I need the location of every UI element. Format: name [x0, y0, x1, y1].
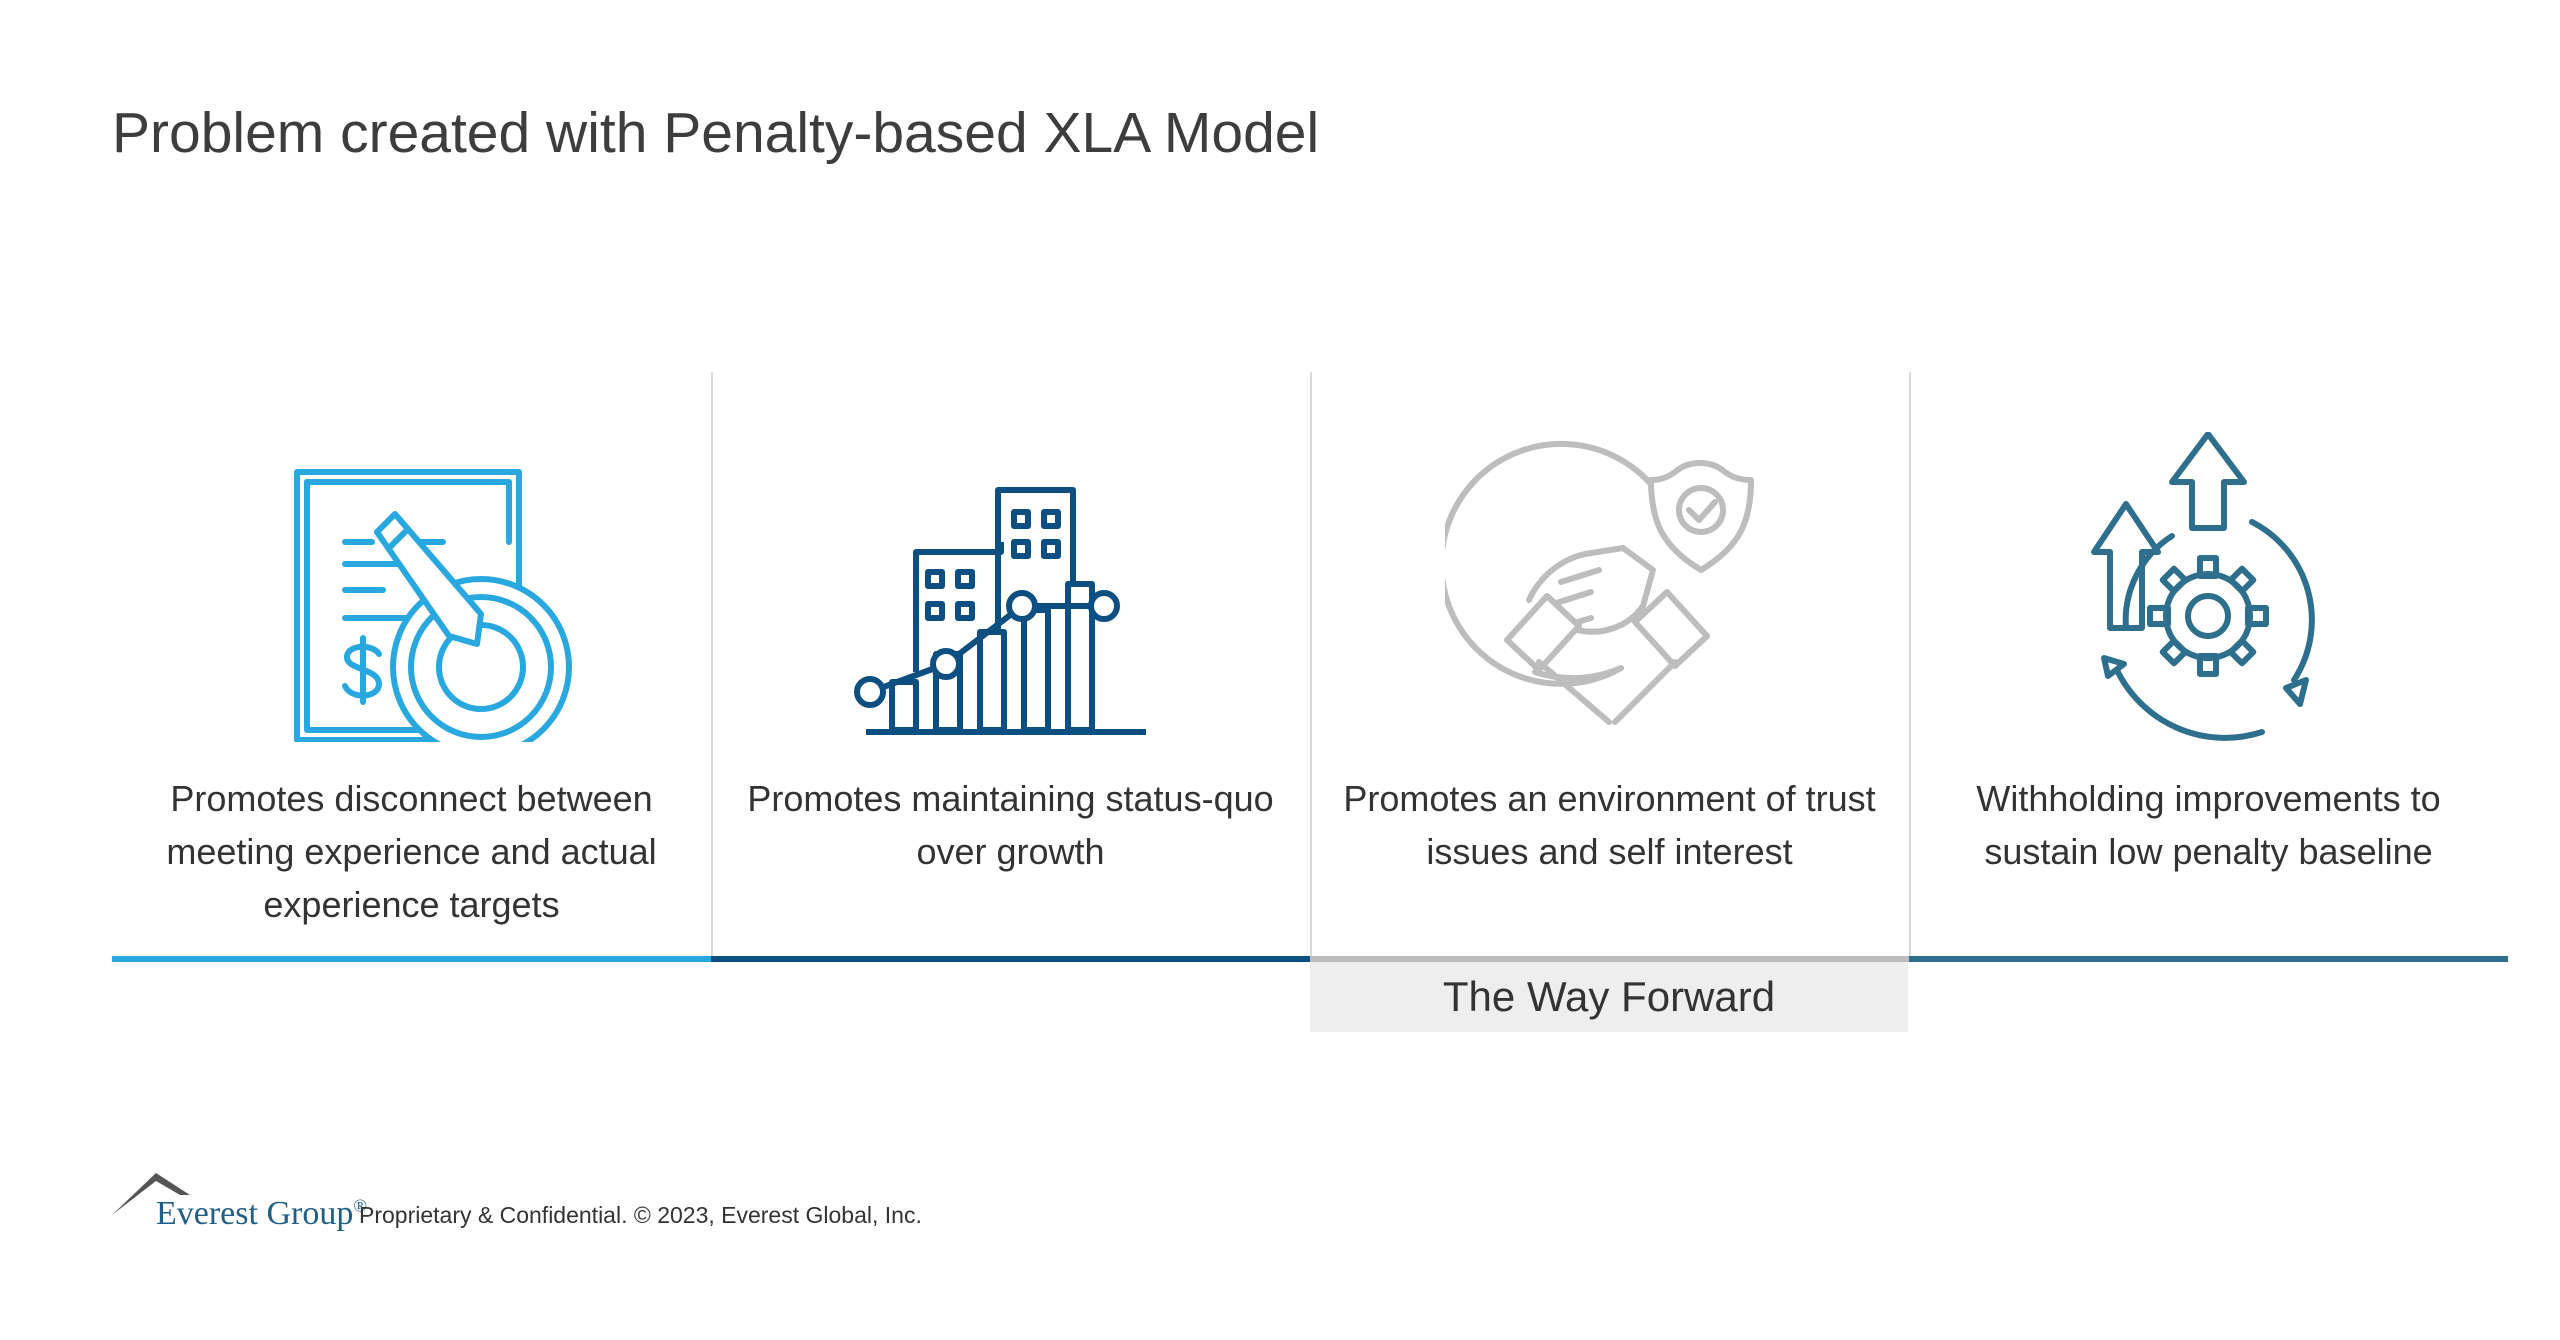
problem-card-status-quo: Promotes maintaining status-quo over gro…: [711, 372, 1310, 962]
handshake-shield-icon: [1444, 432, 1775, 742]
everest-group-logo: Everest Group®: [112, 1165, 367, 1232]
caption-disconnect: Promotes disconnect between meeting expe…: [166, 778, 657, 925]
mountain-logo-icon: [112, 1173, 190, 1215]
problem-card-trust: Promotes an environment of trust issues …: [1310, 372, 1909, 962]
column-underline: [112, 956, 711, 962]
brand-name: Everest Group®: [156, 1195, 368, 1232]
footer: Everest Group® Proprietary & Confidentia…: [112, 1165, 1112, 1232]
column-divider: [1909, 372, 1911, 958]
column-divider: [1310, 372, 1312, 958]
column-divider: [711, 372, 713, 958]
footer-copyright: Proprietary & Confidential. © 2023, Ever…: [359, 1202, 922, 1228]
page-title: Problem created with Penalty-based XLA M…: [112, 101, 1320, 165]
caption-status-quo: Promotes maintaining status-quo over gro…: [747, 778, 1274, 872]
caption-trust: Promotes an environment of trust issues …: [1343, 778, 1876, 872]
document-target-icon: [247, 432, 577, 742]
problem-card-withholding: Withholding improvements to sustain low …: [1909, 372, 2508, 962]
problem-columns: Promotes disconnect between meeting expe…: [112, 372, 2508, 962]
column-underline: [1310, 956, 1909, 962]
caption-withholding: Withholding improvements to sustain low …: [1976, 778, 2441, 872]
buildings-growth-chart-icon: [846, 432, 1176, 742]
column-underline: [1909, 956, 2508, 962]
way-forward-button[interactable]: The Way Forward: [1310, 962, 1908, 1032]
column-underline: [711, 956, 1310, 962]
gear-arrows-icon: [2044, 432, 2374, 742]
problem-card-disconnect: Promotes disconnect between meeting expe…: [112, 372, 711, 962]
